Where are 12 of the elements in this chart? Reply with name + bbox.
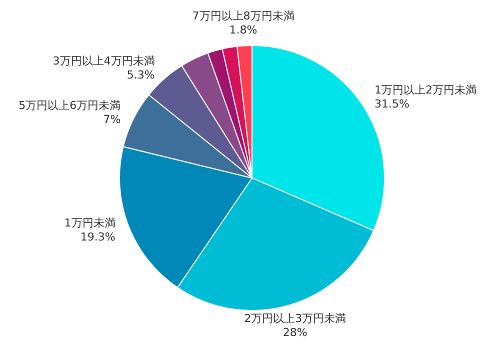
slice-label: 5万円以上6万円未満 — [18, 98, 121, 112]
slice-label: 2万円以上3万円未満 — [244, 312, 346, 326]
data-label: 5.3% — [126, 68, 155, 82]
data-label: 28% — [282, 326, 308, 340]
data-label: 1.8% — [229, 24, 258, 37]
data-label: 7% — [103, 112, 121, 126]
slice-label: 1万円以上2万円未満 — [374, 83, 476, 96]
slice-label: 1万円未満 — [64, 216, 116, 230]
slice-label: 7万円以上8万円未満 — [192, 10, 294, 23]
data-label: 31.5% — [374, 97, 410, 110]
slice-label: 3万円以上4万円未満 — [52, 54, 155, 68]
data-label: 19.3% — [80, 230, 116, 244]
